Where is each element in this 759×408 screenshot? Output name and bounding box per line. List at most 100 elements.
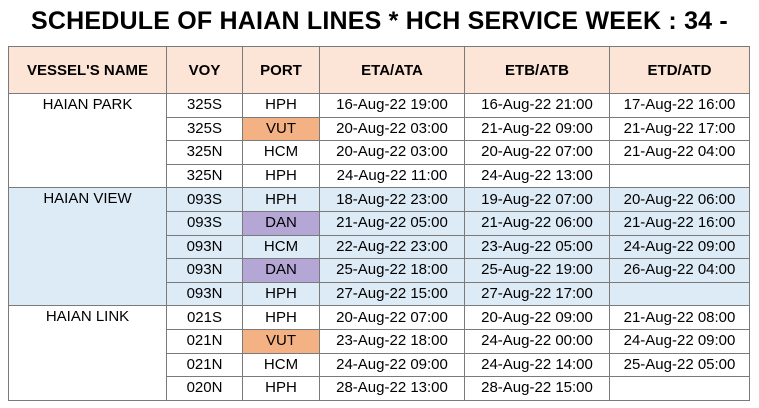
table-row: 093S DAN 21-Aug-22 05:00 21-Aug-22 06:00…	[8, 210, 750, 236]
port-cell: HPH	[242, 281, 320, 307]
vessel-name-cell: HAIAN VIEW	[8, 187, 167, 212]
table-row: 021N HCM 24-Aug-22 09:00 24-Aug-22 14:00…	[8, 352, 750, 378]
etd-cell: 21-Aug-22 08:00	[609, 305, 750, 330]
etd-cell: 24-Aug-22 09:00	[609, 234, 750, 260]
table-row: 021N VUT 23-Aug-22 18:00 24-Aug-22 00:00…	[8, 328, 750, 354]
port-cell-dan: DAN	[242, 258, 320, 283]
vessel-name-cell	[8, 258, 167, 283]
voy-cell: 093N	[166, 281, 243, 307]
table-row: HAIAN VIEW 093S HPH 18-Aug-22 23:00 19-A…	[8, 187, 750, 212]
port-cell: HCM	[242, 352, 320, 378]
schedule-table: VESSEL'S NAME VOY PORT ETA/ATA ETB/ATB E…	[8, 46, 750, 401]
etb-cell: 21-Aug-22 09:00	[464, 116, 610, 142]
etd-cell	[609, 376, 750, 401]
etd-cell: 17-Aug-22 16:00	[609, 93, 750, 118]
eta-cell: 20-Aug-22 03:00	[319, 116, 465, 142]
voy-cell: 093S	[166, 187, 243, 212]
col-header-voy: VOY	[166, 46, 243, 94]
etd-cell: 26-Aug-22 04:00	[609, 258, 750, 283]
voy-cell: 021S	[166, 305, 243, 330]
vessel-name-cell	[8, 329, 167, 354]
eta-cell: 21-Aug-22 05:00	[319, 210, 465, 236]
vessel-name-cell	[8, 117, 167, 141]
eta-cell: 28-Aug-22 13:00	[319, 376, 465, 401]
table-row: HAIAN LINK 021S HPH 20-Aug-22 07:00 20-A…	[8, 305, 750, 330]
vessel-name-cell	[8, 376, 167, 401]
etb-cell: 21-Aug-22 06:00	[464, 210, 610, 236]
voy-cell: 093N	[166, 258, 243, 283]
port-cell: HPH	[242, 93, 320, 118]
etd-cell: 21-Aug-22 17:00	[609, 116, 750, 142]
port-cell-vut: VUT	[242, 116, 320, 142]
port-cell: HCM	[242, 140, 320, 165]
page-title: SCHEDULE OF HAIAN LINES * HCH SERVICE WE…	[31, 7, 728, 77]
etb-cell: 28-Aug-22 15:00	[464, 376, 610, 401]
etb-cell: 16-Aug-22 21:00	[464, 93, 610, 118]
port-cell: HPH	[242, 163, 320, 189]
etd-cell: 20-Aug-22 06:00	[609, 187, 750, 212]
port-cell: HPH	[242, 376, 320, 401]
etd-cell: 24-Aug-22 09:00	[609, 328, 750, 354]
eta-cell: 24-Aug-22 09:00	[319, 352, 465, 378]
port-cell: HPH	[242, 187, 320, 212]
voy-cell: 021N	[166, 352, 243, 378]
etd-cell	[609, 281, 750, 307]
etb-cell: 20-Aug-22 07:00	[464, 140, 610, 165]
vessel-name-cell: HAIAN LINK	[8, 305, 167, 330]
col-header-vessel: VESSEL'S NAME	[8, 46, 167, 94]
eta-cell: 18-Aug-22 23:00	[319, 187, 465, 212]
col-header-port: PORT	[242, 46, 320, 94]
port-cell-dan: DAN	[242, 210, 320, 236]
eta-cell: 23-Aug-22 18:00	[319, 328, 465, 354]
header-row: VESSEL'S NAME VOY PORT ETA/ATA ETB/ATB E…	[8, 46, 750, 94]
port-cell-vut: VUT	[242, 328, 320, 354]
voy-cell: 325N	[166, 163, 243, 189]
etb-cell: 24-Aug-22 14:00	[464, 352, 610, 378]
table-row: 093N DAN 25-Aug-22 18:00 25-Aug-22 19:00…	[8, 258, 750, 283]
etd-cell: 21-Aug-22 16:00	[609, 210, 750, 236]
eta-cell: 20-Aug-22 03:00	[319, 140, 465, 165]
vessel-name-cell	[8, 235, 167, 259]
port-cell: HCM	[242, 234, 320, 260]
table-row: 093N HPH 27-Aug-22 15:00 27-Aug-22 17:00	[8, 281, 750, 307]
voy-cell: 325S	[166, 93, 243, 118]
voy-cell: 093S	[166, 210, 243, 236]
voy-cell: 325S	[166, 116, 243, 142]
etb-cell: 27-Aug-22 17:00	[464, 281, 610, 307]
eta-cell: 20-Aug-22 07:00	[319, 305, 465, 330]
table-row: 020N HPH 28-Aug-22 13:00 28-Aug-22 15:00	[8, 376, 750, 401]
table-row: 093N HCM 22-Aug-22 23:00 23-Aug-22 05:00…	[8, 234, 750, 260]
etb-cell: 25-Aug-22 19:00	[464, 258, 610, 283]
table-row: HAIAN PARK 325S HPH 16-Aug-22 19:00 16-A…	[8, 93, 750, 118]
etb-cell: 24-Aug-22 13:00	[464, 163, 610, 189]
col-header-eta: ETA/ATA	[319, 46, 465, 94]
vessel-name-cell	[8, 282, 167, 307]
port-cell: HPH	[242, 305, 320, 330]
etb-cell: 19-Aug-22 07:00	[464, 187, 610, 212]
eta-cell: 24-Aug-22 11:00	[319, 163, 465, 189]
voy-cell: 325N	[166, 140, 243, 165]
table-row: 325S VUT 20-Aug-22 03:00 21-Aug-22 09:00…	[8, 116, 750, 142]
voy-cell: 020N	[166, 376, 243, 401]
table-row: 325N HCM 20-Aug-22 03:00 20-Aug-22 07:00…	[8, 140, 750, 165]
vessel-name-cell	[8, 211, 167, 236]
voy-cell: 093N	[166, 234, 243, 260]
eta-cell: 22-Aug-22 23:00	[319, 234, 465, 260]
vessel-name-cell	[8, 353, 167, 377]
etb-cell: 20-Aug-22 09:00	[464, 305, 610, 330]
table-row: 325N HPH 24-Aug-22 11:00 24-Aug-22 13:00	[8, 163, 750, 189]
etd-cell	[609, 163, 750, 189]
etb-cell: 24-Aug-22 00:00	[464, 328, 610, 354]
vessel-name-cell	[8, 164, 167, 189]
eta-cell: 25-Aug-22 18:00	[319, 258, 465, 283]
voy-cell: 021N	[166, 328, 243, 354]
col-header-etd: ETD/ATD	[609, 46, 750, 94]
col-header-etb: ETB/ATB	[464, 46, 610, 94]
vessel-name-cell: HAIAN PARK	[8, 93, 167, 118]
eta-cell: 16-Aug-22 19:00	[319, 93, 465, 118]
etb-cell: 23-Aug-22 05:00	[464, 234, 610, 260]
etd-cell: 21-Aug-22 04:00	[609, 140, 750, 165]
vessel-name-cell	[8, 140, 167, 165]
eta-cell: 27-Aug-22 15:00	[319, 281, 465, 307]
etd-cell: 25-Aug-22 05:00	[609, 352, 750, 378]
